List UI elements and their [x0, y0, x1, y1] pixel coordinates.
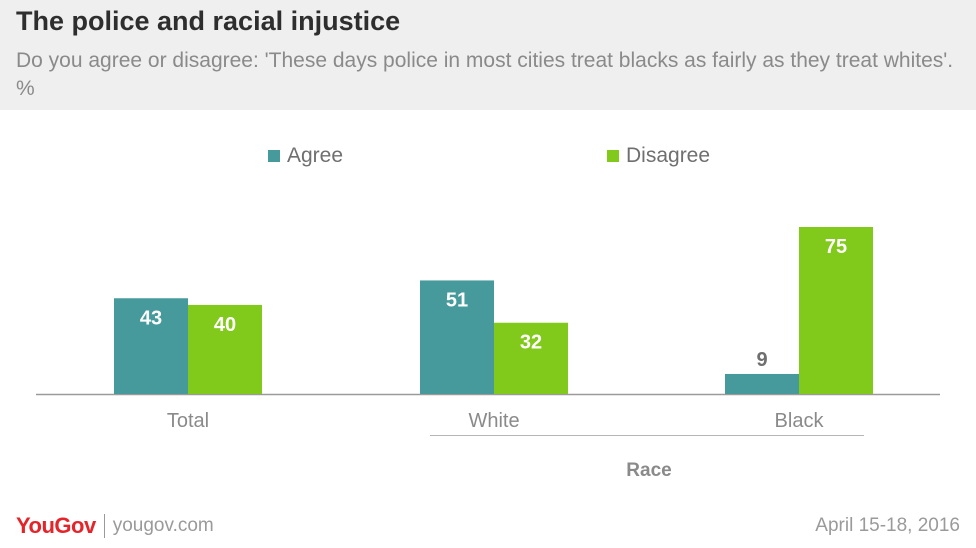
bar-white-disagree: [494, 322, 568, 394]
legend-item-agree: Agree: [268, 144, 343, 168]
logo-separator: [103, 514, 105, 538]
category-label-white: White: [468, 410, 519, 432]
data-label-total-agree: 43: [140, 307, 162, 329]
bar-total-disagree: [188, 304, 262, 394]
legend-item-disagree: Disagree: [607, 144, 710, 168]
bar-black-disagree: [799, 227, 873, 394]
bar-black-agree: [725, 373, 799, 394]
yougov-logo: YouGov yougov.com: [16, 513, 214, 539]
bar-total-agree: [114, 298, 188, 394]
yougov-logo-mark: YouGov: [16, 513, 96, 538]
data-label-white-agree: 51: [446, 289, 468, 311]
chart-title: The police and racial injustice: [16, 6, 401, 36]
chart-subtitle: Do you agree or disagree: 'These days po…: [16, 49, 954, 100]
data-label-black-disagree: 75: [825, 236, 847, 258]
category-label-total: Total: [167, 410, 209, 432]
data-label-black-agree: 9: [756, 349, 767, 371]
legend-label-disagree: Disagree: [626, 144, 711, 167]
survey-date: April 15-18, 2016: [815, 515, 960, 536]
bar-white-agree: [420, 280, 494, 394]
chart-legend: Agree Disagree: [0, 144, 976, 174]
legend-label-agree: Agree: [287, 144, 344, 167]
data-label-white-disagree: 32: [520, 332, 542, 354]
site-link[interactable]: yougov.com: [112, 515, 214, 536]
data-label-total-disagree: 40: [214, 314, 236, 336]
category-label-black: Black: [775, 410, 825, 432]
chart-header: The police and racial injustice Do you a…: [0, 0, 976, 110]
group-label-race: Race: [626, 460, 671, 481]
legend-swatch-agree: [268, 150, 280, 162]
legend-swatch-disagree: [607, 150, 619, 162]
